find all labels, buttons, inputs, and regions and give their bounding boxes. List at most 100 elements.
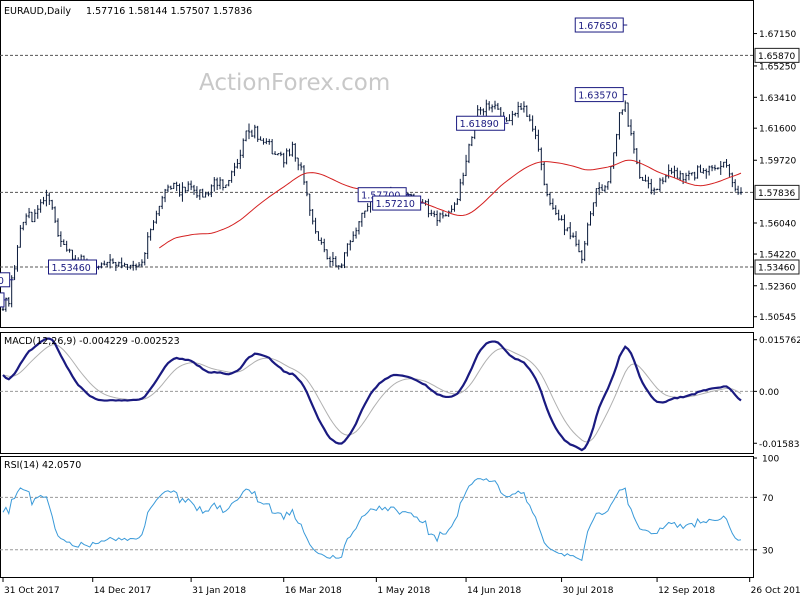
price-bar	[7, 297, 10, 307]
price-bar	[311, 208, 314, 225]
price-bar	[294, 143, 297, 162]
price-bar	[16, 245, 19, 272]
price-bar	[302, 165, 306, 185]
x-tick-label: 30 Jul 2018	[563, 586, 614, 596]
price-bar	[655, 188, 659, 191]
price-bar	[242, 138, 245, 158]
x-tick-label: 14 Jun 2018	[467, 586, 521, 596]
price-bar	[250, 129, 254, 137]
price-bar	[693, 171, 696, 181]
watermark: ActionForex.com	[199, 70, 390, 96]
price-bar	[305, 180, 309, 197]
badge-label: 1.67650	[578, 21, 617, 32]
price-bar	[626, 102, 630, 127]
price-bar	[479, 106, 482, 115]
macd-signal-line	[2, 344, 742, 443]
price-bar	[10, 275, 13, 308]
chart-symbol: EURAUD,Daily	[4, 6, 71, 17]
price-bar	[725, 159, 728, 168]
axis-badge-box	[754, 47, 800, 63]
price-bar	[105, 261, 109, 268]
price-bar	[624, 100, 627, 113]
price-bar	[661, 177, 665, 185]
macd-line	[2, 337, 742, 452]
price-bar	[490, 104, 494, 113]
price-bar	[647, 176, 650, 189]
price-bar	[354, 227, 358, 239]
rsi-title: RSI(14) 42.0570	[4, 460, 81, 471]
price-bar	[270, 139, 274, 155]
price-bar	[13, 265, 16, 281]
price-bar	[548, 192, 552, 206]
price-bar	[722, 161, 725, 168]
price-bar	[297, 157, 300, 171]
price-bar	[268, 138, 271, 145]
price-level-badge: 1.67650	[574, 17, 628, 33]
price-bar	[719, 160, 722, 175]
axis-badge-label: 1.53460	[758, 263, 795, 273]
price-series-group	[0, 54, 753, 312]
price-bar	[525, 105, 529, 117]
badge-label: 1.61890	[460, 119, 499, 130]
price-bar	[690, 172, 693, 176]
price-bar	[331, 251, 335, 267]
price-bar	[441, 211, 445, 219]
price-y-tick-label: 1.67150	[759, 30, 796, 40]
price-bar	[129, 264, 132, 270]
price-bar	[540, 147, 543, 171]
price-bar	[537, 129, 540, 152]
price-bar	[485, 99, 488, 118]
price-bar	[59, 231, 63, 247]
price-bar	[282, 152, 285, 168]
price-bar	[140, 259, 144, 267]
price-bar	[340, 263, 343, 269]
badge-box	[0, 292, 5, 308]
price-level-badge: 1.51530	[0, 292, 8, 308]
price-bar	[470, 136, 474, 147]
price-bar	[233, 162, 236, 177]
price-bar	[320, 237, 323, 245]
price-bar	[560, 215, 563, 221]
price-bar	[641, 176, 644, 181]
price-bar	[56, 218, 60, 237]
price-bar	[218, 177, 222, 190]
price-bar	[615, 133, 618, 157]
price-bar	[707, 165, 711, 176]
price-y-tick-label: 1.59720	[759, 157, 796, 167]
price-bar	[210, 184, 213, 198]
price-bar	[117, 261, 120, 268]
price-bar	[285, 148, 288, 165]
price-bar	[152, 220, 155, 231]
price-bar	[230, 170, 233, 183]
rsi-series-group	[0, 478, 753, 562]
price-bar	[317, 231, 320, 241]
price-bar	[48, 192, 51, 205]
price-bar	[221, 179, 225, 191]
price-y-tick-label: 1.50545	[759, 313, 796, 323]
price-bar	[606, 181, 610, 190]
price-bar	[574, 231, 578, 247]
price-bar	[433, 210, 436, 218]
price-bar	[566, 227, 569, 232]
macd-panel-frame	[0, 332, 754, 454]
rsi-y-tick-label: 100	[762, 455, 779, 465]
price-bar	[702, 167, 705, 174]
price-bar	[201, 188, 204, 198]
price-bar	[146, 232, 149, 259]
price-bar	[734, 179, 737, 192]
price-level-badge: 1.63570	[574, 87, 628, 103]
price-bar	[273, 151, 277, 155]
price-bar	[621, 109, 624, 115]
price-bar	[97, 265, 100, 270]
price-level-badge: 1.57210	[372, 195, 425, 211]
price-bar	[519, 103, 523, 111]
price-bar	[438, 212, 442, 223]
price-bar	[65, 240, 68, 252]
chart-ohlc-readout: 1.57716 1.58144 1.57507 1.57836	[86, 6, 252, 17]
price-bar	[670, 167, 673, 175]
price-bar	[114, 262, 118, 271]
price-y-tick-label: 1.61600	[759, 125, 796, 135]
price-bar	[516, 101, 520, 118]
price-bar	[493, 100, 497, 110]
price-bar	[36, 205, 39, 219]
